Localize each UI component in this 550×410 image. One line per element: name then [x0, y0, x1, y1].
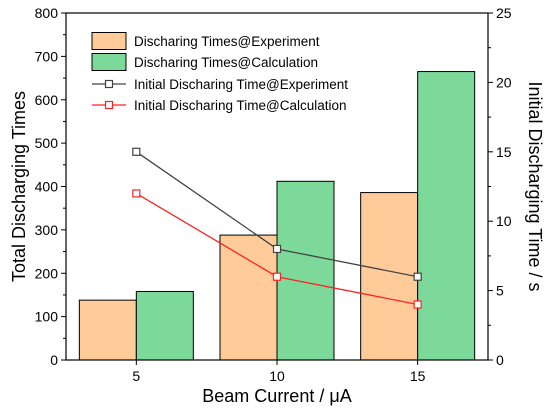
legend-label-initial-experiment: Initial Discharing Time@Experiment — [134, 77, 348, 92]
bar-experiment-15 — [360, 192, 419, 361]
ticks-layer: 0 100 200 300 400 500 600 700 800 0 5 10 15 20 25 5 10 15 — [35, 5, 512, 384]
point-initial-calculation-15 — [413, 300, 422, 309]
bar-experiment-5 — [78, 299, 137, 361]
bar-calculation-15 — [417, 71, 476, 361]
point-initial-calculation-10 — [272, 272, 282, 281]
y2-tick-label-0: 0 — [496, 352, 504, 368]
point-initial-experiment-5 — [132, 147, 141, 156]
x-tick-label-5: 5 — [132, 368, 140, 384]
legend-swatch-bar-calculation — [91, 53, 127, 71]
y2-tick-label-20: 20 — [496, 74, 512, 90]
y2-tick-label-15: 15 — [496, 144, 512, 160]
y2-tick-label-10: 10 — [496, 213, 512, 229]
y-tick-label-700: 700 — [35, 48, 59, 64]
legend: Discharing Times@Experiment Discharing T… — [91, 32, 348, 113]
x-tick-label-10: 10 — [269, 368, 285, 384]
y-tick-label-100: 100 — [35, 309, 59, 325]
point-initial-calculation-5 — [132, 189, 141, 198]
bar-calculation-5 — [135, 290, 194, 361]
legend-label-initial-calculation: Initial Discharing Time@Calculation — [134, 98, 347, 113]
legend-marker-initial-experiment — [104, 79, 114, 89]
bar-calculation-10 — [276, 180, 335, 361]
y2-axis-title: Initial Discharging Time / s — [525, 81, 545, 291]
y-tick-label-600: 600 — [35, 92, 59, 108]
x-axis-title: Beam Current / μA — [202, 386, 351, 406]
y-tick-label-800: 800 — [35, 5, 59, 21]
x-tick-label-15: 15 — [410, 368, 426, 384]
y-tick-label-200: 200 — [35, 265, 59, 281]
y2-tick-label-25: 25 — [496, 5, 512, 21]
legend-swatch-bar-experiment — [91, 32, 127, 50]
bar-experiment-10 — [219, 234, 278, 361]
legend-marker-initial-calculation — [104, 100, 114, 110]
y-tick-label-400: 400 — [35, 179, 59, 195]
legend-label-bar-experiment: Discharing Times@Experiment — [134, 34, 320, 49]
point-initial-experiment-15 — [413, 272, 422, 281]
lines-layer — [132, 147, 422, 309]
y-tick-label-0: 0 — [50, 352, 58, 368]
y-tick-label-500: 500 — [35, 135, 59, 151]
y-tick-label-300: 300 — [35, 222, 59, 238]
y-axis-title: Total Discharging Times — [9, 91, 29, 282]
legend-label-bar-calculation: Discharing Times@Calculation — [134, 55, 318, 70]
bars-layer — [78, 71, 476, 361]
y2-tick-label-5: 5 — [496, 283, 504, 299]
point-initial-experiment-10 — [272, 244, 282, 254]
